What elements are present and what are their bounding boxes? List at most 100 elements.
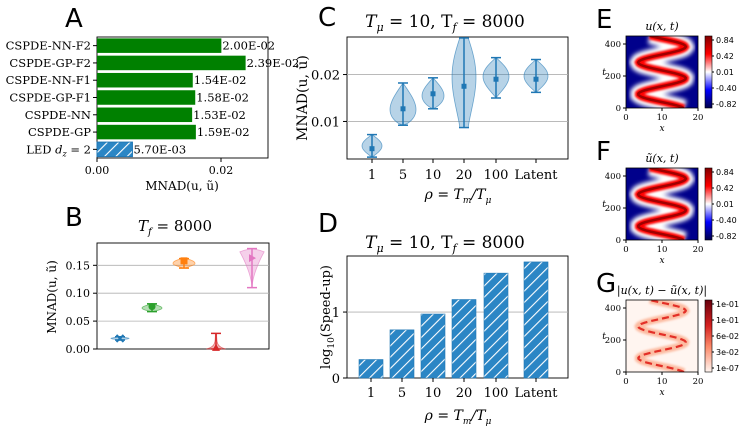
panelG-cbar-tick-label-1: 1e-01 [716,316,739,325]
panel-a-value-label-0: 2.00E-02 [222,39,275,53]
panelF-xlabel: x [659,256,664,266]
panel-b-marker-0 [115,334,125,343]
panel-a-value-label-1: 2.39E-02 [247,56,300,70]
panel-e-heatmap: u(x, t) 0 200 400 0 10 20 t x 0.84 0.42 0.01 -0.40 -0… [602,20,737,134]
panel-d-bar-3 [451,299,477,379]
panelF-cbar-tick-label-3: -0.40 [716,216,737,225]
panel-label-g: G [596,269,616,299]
panel-a-bar-5 [97,124,196,140]
panel-a-value-label-3: 1.58E-02 [196,91,249,105]
panelE-colorbar [704,35,713,109]
panelE-cbar-tick-label-3: -0.40 [716,84,737,93]
panel-d-ytick-label-0: 0 [332,372,340,387]
panel-label-b: B [65,203,83,233]
panel-a-led-dz: d [55,142,62,156]
panelG-ylabel: t [602,332,606,342]
panelF-cbar-tick-label-2: 0.01 [716,200,734,209]
panel-c-xlabel: ρ = Tm/Tμ [424,187,492,206]
panelE-cbar-tick-label-0: 0.84 [716,36,734,45]
panel-b-ytick-label-1: 0.05 [66,315,91,328]
panel-a-ytick-label-1: CSPDE-GP-F2 [9,56,91,70]
panel-c-axes [346,36,569,160]
panelF-cbar-tick-label-4: -0.82 [716,232,737,241]
panelF-ytick-label-2: 400 [605,172,621,182]
panelE-ytick-label-0: 0 [616,104,621,114]
panel-a-xtick-label-0: 0.00 [85,164,110,177]
panelE-xtick-label-1: 10 [657,113,668,123]
panel-c-xtick-label-1: 5 [399,168,407,183]
panel-c-median-5 [533,76,539,82]
panel-a-xtick-label-1: 0.02 [209,164,234,177]
panelE-title: u(x, t) [645,20,678,33]
panel-c-xtick-label-2: 10 [425,168,442,183]
panel-b-marker-4 [249,254,256,263]
panelG-ytick-label-0: 0 [616,368,621,378]
panel-d-xtick-label-5: Latent [515,386,559,401]
panelG-cbar-tick-label-2: 6e-02 [716,332,739,341]
panelF-ylabel: t [602,200,606,210]
panel-g-heatmap: |u(x, t) − ũ(x, t)| 0 200 400 0 10 20 t x 1e-01 1e… [602,284,739,398]
panel-f-heatmap: ũ(x, t) 0 200 400 0 10 20 t x 0.84 0.42 0.01 -0.40 -0… [602,152,737,266]
panelG-colorbar [704,299,713,373]
panelF-title: ũ(x, t) [645,152,678,165]
panelG-error [636,300,688,372]
panelG-xtick-label-0: 0 [623,377,628,387]
panel-d-bar-1 [389,329,415,379]
panelE-cbar-tick-label-1: 0.42 [716,52,734,61]
panel-a-bar-chart: 2.00E-02 2.39E-021.54E-02 1.58E-02 1.53E-02… [6,36,300,193]
panel-b-violin-chart: 0.00 0.05 0.10 0.15 MNAD(u, ũ) [45,242,270,356]
panel-b-ytick-label-0: 0.00 [66,343,91,356]
panelF-image [626,168,698,240]
panelG-ytick-label-1: 200 [605,336,621,346]
panelG-image [626,300,698,372]
panelE-ytick-label-1: 200 [605,72,621,82]
panel-c-ytick-label-0: 0.01 [311,115,340,130]
panel-c-median-2 [430,91,436,97]
panel-b-marker-2 [180,257,188,265]
panelE-ylabel: t [602,68,606,78]
panel-c-title: Tμ = 10, Tf = 8000 [365,12,525,34]
panel-label-d: D [318,209,338,239]
panel-a-ytick-label-5: CSPDE-GP [28,125,91,139]
panel-c-ylabel: MNAD(u, ũ) [295,55,311,141]
panelG-xtick-label-2: 20 [693,377,704,387]
panelE-xtick-label-0: 0 [623,113,628,123]
panel-a-ytick-label-0: CSPDE-NN-F2 [6,39,91,53]
panelE-image [626,36,698,108]
panelG-cbar-tick-label-0: 1e-01 [716,300,739,309]
panel-b-ylabel: MNAD(u, ũ) [45,260,59,334]
panelF-colorbar [704,167,713,241]
panel-label-c: C [318,3,336,33]
panel-d-xtick-label-0: 1 [367,386,375,401]
panel-d-title: Tμ = 10, Tf = 8000 [365,233,525,255]
panel-a-value-label-5: 1.59E-02 [197,125,250,139]
panel-d-bar-5 [523,261,549,379]
panel-c-median-4 [493,76,499,82]
panel-d-xlabel: ρ = Tm/Tμ [424,408,492,427]
panelG-ytick-label-2: 400 [605,304,621,314]
panelF-cbar-tick-label-0: 0.84 [716,168,734,177]
panel-c-xtick-label-3: 20 [456,168,473,183]
panel-a-led-prefix: LED [26,142,55,156]
panel-label-a: A [65,4,83,34]
panel-c-violin-chart: 0.01 0.02 1 5 10 20 100 Latent MNAD(u, ũ) ρ = T… [295,36,569,206]
panel-a-bar-0 [97,38,222,53]
panel-c-median-0 [369,146,375,152]
panel-a-value-label-2: 1.54E-02 [194,73,247,87]
panel-a-bar-2 [97,72,193,88]
panelG-xlabel: x [659,388,664,398]
panel-d-xtick-label-4: 100 [484,386,509,401]
panel-c-median-3 [461,83,467,89]
panelE-xtick-label-2: 20 [693,113,704,123]
panel-a-bar-4 [97,107,193,123]
panel-a-ytick-label-3: CSPDE-GP-F1 [9,91,91,105]
panel-a-ytick-label-6: LED dz = 2 [26,142,91,158]
panel-label-f: F [596,137,611,167]
panel-d-bar-2 [420,313,446,379]
panelF-xtick-label-0: 0 [623,245,628,255]
panelF-xtick-label-2: 20 [693,245,704,255]
panel-c-xtick-label-4: 100 [484,168,509,183]
panelG-title: |u(x, t) − ũ(x, t)| [617,284,707,298]
panel-d-xtick-label-1: 5 [398,386,406,401]
